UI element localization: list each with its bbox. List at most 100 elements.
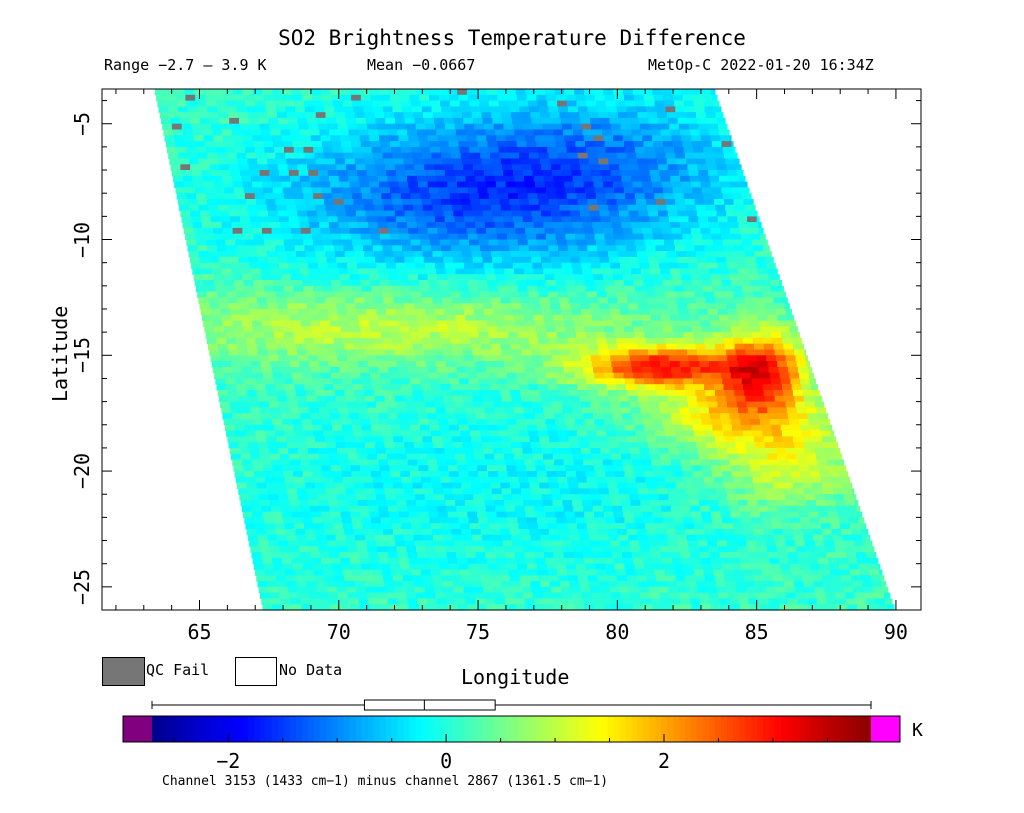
heatmap-cell xyxy=(610,401,621,408)
heatmap-cell xyxy=(775,494,786,501)
heatmap-cell xyxy=(472,488,483,495)
heatmap-cell xyxy=(674,430,685,437)
heatmap-cell xyxy=(538,384,549,391)
heatmap-cell xyxy=(450,199,462,206)
heatmap-cell xyxy=(511,164,523,171)
heatmap-cell xyxy=(284,291,296,298)
heatmap-cell xyxy=(715,297,726,304)
heatmap-cell xyxy=(696,112,707,119)
heatmap-cell xyxy=(441,390,453,397)
heatmap-cell xyxy=(329,413,341,420)
heatmap-cell xyxy=(417,366,428,374)
heatmap-cell xyxy=(529,152,540,160)
heatmap-cell xyxy=(691,135,702,142)
heatmap-cell xyxy=(423,534,434,542)
heatmap-cell xyxy=(336,349,347,356)
heatmap-cell xyxy=(555,465,566,472)
heatmap-cell xyxy=(638,303,649,310)
heatmap-cell xyxy=(507,332,519,339)
heatmap-cell xyxy=(742,239,753,246)
heatmap-cell xyxy=(379,465,390,472)
heatmap-cell xyxy=(485,366,497,374)
heatmap-cell xyxy=(623,326,634,333)
heatmap-cell xyxy=(239,117,250,125)
heatmap-cell xyxy=(575,141,586,148)
heatmap-cell xyxy=(302,517,314,524)
heatmap-cell xyxy=(257,395,269,403)
heatmap-cell xyxy=(241,314,252,322)
heatmap-cell xyxy=(242,320,253,327)
heatmap-cell xyxy=(509,529,521,536)
heatmap-cell xyxy=(662,280,674,287)
heatmap-cell xyxy=(615,285,626,293)
heatmap-cell xyxy=(709,268,720,275)
heatmap-cell xyxy=(481,112,492,119)
heatmap-cell xyxy=(469,146,480,154)
heatmap-cell xyxy=(174,89,185,96)
heatmap-cell xyxy=(338,175,350,183)
heatmap-cell xyxy=(412,436,423,443)
heatmap-cell xyxy=(278,401,289,408)
heatmap-cell xyxy=(483,540,494,547)
heatmap-cell xyxy=(429,378,441,385)
heatmap-cell xyxy=(375,117,386,125)
heatmap-cell xyxy=(670,314,681,322)
heatmap-cell xyxy=(490,390,501,397)
heatmap-cell xyxy=(593,181,604,188)
heatmap-cell xyxy=(711,372,722,380)
heatmap-cell xyxy=(339,413,350,420)
heatmap-cell xyxy=(332,146,343,154)
heatmap-cell xyxy=(584,372,595,380)
heatmap-cell xyxy=(571,123,582,131)
heatmap-cell xyxy=(708,407,720,414)
heatmap-cell xyxy=(756,540,767,547)
heatmap-cell xyxy=(602,413,614,420)
heatmap-cell xyxy=(217,297,229,304)
heatmap-cell xyxy=(391,430,403,437)
heatmap-cell xyxy=(274,239,285,246)
heatmap-cell xyxy=(769,511,780,518)
heatmap-cell xyxy=(696,349,707,356)
heatmap-cell xyxy=(490,343,502,351)
heatmap-cell xyxy=(591,216,602,223)
heatmap-cell xyxy=(413,158,424,165)
heatmap-cell xyxy=(404,349,415,356)
heatmap-cell xyxy=(599,349,610,356)
heatmap-cell xyxy=(457,135,468,142)
heatmap-cell xyxy=(447,465,459,472)
heatmap-cell xyxy=(307,117,318,125)
heatmap-cell xyxy=(760,233,766,241)
heatmap-cell xyxy=(359,320,370,327)
heatmap-cell xyxy=(824,540,835,547)
heatmap-cell xyxy=(711,141,723,148)
heatmap-cell xyxy=(574,557,585,565)
heatmap-cell xyxy=(801,523,812,530)
heatmap-cell xyxy=(477,372,488,380)
heatmap-cell xyxy=(533,453,544,461)
heatmap-cell xyxy=(237,390,248,397)
heatmap-cell xyxy=(427,366,438,374)
heatmap-cell xyxy=(721,419,732,426)
heatmap-cell xyxy=(246,482,258,489)
heatmap-cell xyxy=(656,436,667,443)
heatmap-cell xyxy=(402,482,414,489)
heatmap-cell xyxy=(271,505,282,513)
heatmap-cell xyxy=(217,390,228,397)
heatmap-cell xyxy=(170,117,181,125)
heatmap-cell xyxy=(282,465,293,472)
heatmap-cell xyxy=(455,361,466,368)
heatmap-cell xyxy=(482,395,493,403)
heatmap-cell xyxy=(722,193,733,200)
heatmap-cell xyxy=(468,378,480,385)
heatmap-cell xyxy=(529,390,540,397)
heatmap-cell xyxy=(608,395,620,403)
heatmap-cell xyxy=(195,94,206,102)
heatmap-cell xyxy=(467,372,478,380)
heatmap-cell xyxy=(689,129,701,136)
heatmap-cell xyxy=(270,222,281,229)
heatmap-cell xyxy=(464,216,475,223)
heatmap-cell xyxy=(660,314,671,322)
heatmap-cell xyxy=(536,141,547,148)
heatmap-cell xyxy=(198,251,209,258)
heatmap-cell xyxy=(288,540,299,547)
